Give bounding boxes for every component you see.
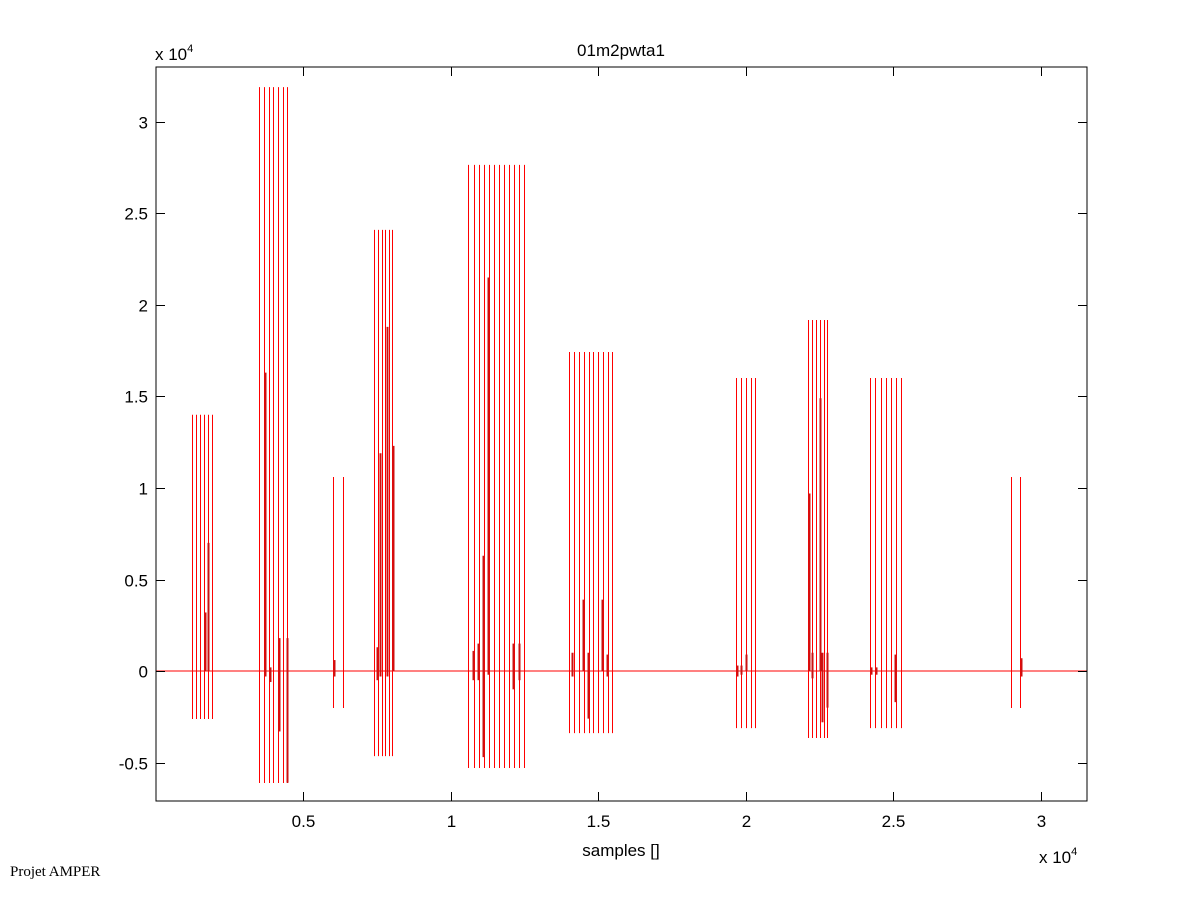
- y-tick-label-3: 1: [139, 480, 148, 499]
- y-tick-label-1: 0: [139, 663, 148, 682]
- y-tick-label-2: 0.5: [124, 572, 148, 591]
- y-tick-label-5: 2: [139, 297, 148, 316]
- y-axis-multiplier: x 104: [155, 43, 193, 64]
- x-tick-label-5: 3: [1037, 812, 1046, 831]
- chart-title: 01m2pwta1: [577, 41, 665, 60]
- x-tick-label-4: 2.5: [882, 812, 906, 831]
- y-tick-label-4: 1.5: [124, 388, 148, 407]
- chart-marks: [156, 87, 1087, 784]
- x-tick-label-3: 2: [742, 812, 751, 831]
- x-tick-label-1: 1: [447, 812, 456, 831]
- y-tick-label-0: -0.5: [119, 755, 148, 774]
- y-tick-label-6: 2.5: [124, 205, 148, 224]
- plot-area: [156, 67, 1087, 801]
- y-tick-label-7: 3: [139, 114, 148, 133]
- x-tick-label-0: 0.5: [292, 812, 316, 831]
- x-axis-multiplier: x 104: [1039, 846, 1077, 867]
- footer-text: Projet AMPER: [10, 864, 101, 880]
- x-axis-label: samples []: [582, 841, 659, 860]
- x-tick-label-2: 1.5: [587, 812, 611, 831]
- axes-box: [155, 66, 1088, 802]
- ticks: 0.5 1 1.5 2 2.5 3 -0.5 0 0.5 1 1.5 2 2.5 3: [119, 67, 1087, 831]
